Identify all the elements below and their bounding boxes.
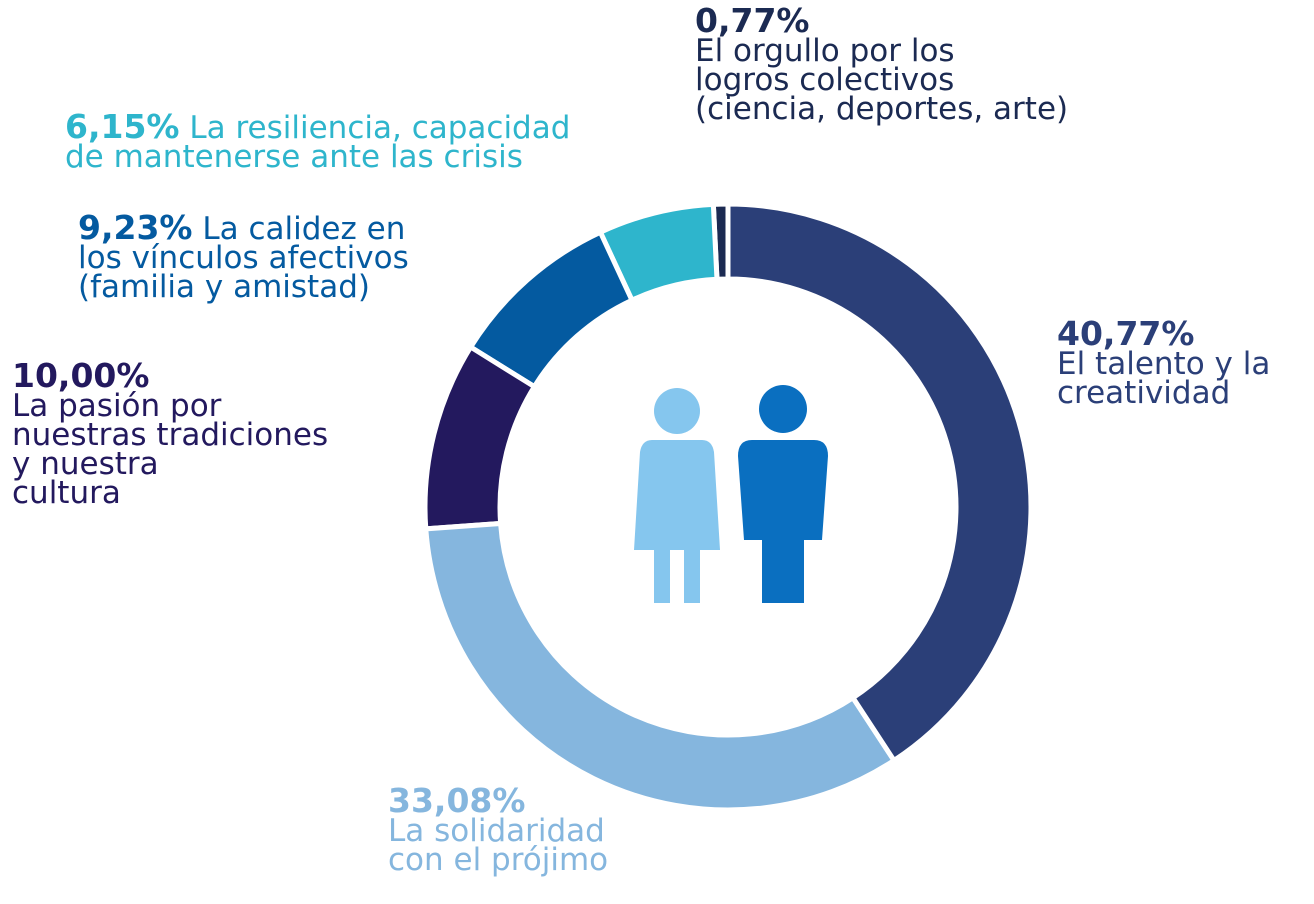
value-label: 33,08% xyxy=(388,781,526,820)
category-label: El talento y la creatividad xyxy=(1057,346,1271,411)
category-label: La resiliencia, capacidad de mantenerse … xyxy=(65,110,571,175)
donut-segment xyxy=(597,201,720,304)
segment-label: 40,77% El talento y la creatividad xyxy=(1057,314,1271,411)
value-label: 6,15% xyxy=(65,107,180,146)
donut-segment xyxy=(467,228,636,391)
category-label: La solidaridad con el prójimo xyxy=(388,813,609,878)
donut-segment xyxy=(725,201,1034,764)
donut-segment xyxy=(422,343,538,532)
segment-label: 9,23% La calidez en los vínculos afectiv… xyxy=(78,211,409,305)
segment-label: 0,77% El orgullo por los logros colectivo… xyxy=(695,1,1069,127)
value-label: 10,00% xyxy=(12,356,150,395)
value-label: 40,77% xyxy=(1057,314,1195,353)
segment-label: 6,15% La resiliencia, capacidad de mante… xyxy=(65,110,571,175)
value-label: 0,77% xyxy=(695,1,810,40)
category-label: La pasión por nuestras tradiciones y nue… xyxy=(12,388,329,511)
donut-segment xyxy=(423,520,898,813)
people-icon xyxy=(634,385,828,603)
category-label: La calidez en los vínculos afectivos (fa… xyxy=(78,211,409,305)
segment-label: 33,08% La solidaridad con el prójimo xyxy=(388,781,609,878)
segment-label: 10,00% La pasión por nuestras tradiciones… xyxy=(12,356,329,511)
value-label: 9,23% xyxy=(78,208,193,247)
category-label: El orgullo por los logros colectivos (ci… xyxy=(695,33,1069,127)
